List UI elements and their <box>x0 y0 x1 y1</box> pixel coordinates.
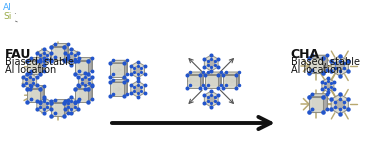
Polygon shape <box>205 75 218 88</box>
Polygon shape <box>55 43 68 56</box>
Polygon shape <box>325 81 331 89</box>
Text: CHA: CHA <box>291 48 320 61</box>
Polygon shape <box>79 58 92 71</box>
Polygon shape <box>218 72 221 88</box>
Polygon shape <box>37 97 51 113</box>
Polygon shape <box>131 62 144 78</box>
Polygon shape <box>51 47 64 60</box>
Polygon shape <box>64 99 68 116</box>
Polygon shape <box>40 53 47 61</box>
Polygon shape <box>79 86 92 99</box>
Polygon shape <box>75 58 92 60</box>
Polygon shape <box>324 55 327 73</box>
Polygon shape <box>51 43 68 47</box>
Text: Al location: Al location <box>5 65 56 75</box>
Polygon shape <box>110 80 127 82</box>
Polygon shape <box>110 82 124 96</box>
Polygon shape <box>190 72 203 85</box>
Polygon shape <box>65 49 78 65</box>
Text: Biased, stable: Biased, stable <box>5 57 74 67</box>
Polygon shape <box>208 59 215 67</box>
Polygon shape <box>88 86 92 101</box>
Polygon shape <box>27 58 44 60</box>
Text: Al location: Al location <box>291 65 342 75</box>
Polygon shape <box>51 103 64 116</box>
Polygon shape <box>308 55 327 58</box>
Polygon shape <box>313 55 327 70</box>
Polygon shape <box>27 86 44 88</box>
Polygon shape <box>68 53 75 61</box>
Polygon shape <box>335 99 344 109</box>
Polygon shape <box>335 61 344 71</box>
Polygon shape <box>124 80 127 96</box>
Polygon shape <box>64 43 68 60</box>
Polygon shape <box>308 94 327 97</box>
Polygon shape <box>110 63 124 77</box>
Polygon shape <box>308 58 324 73</box>
Polygon shape <box>27 60 40 73</box>
Polygon shape <box>235 72 239 88</box>
Polygon shape <box>324 94 327 112</box>
Text: FAU: FAU <box>5 48 31 61</box>
Polygon shape <box>223 75 235 88</box>
Polygon shape <box>88 58 92 73</box>
Polygon shape <box>26 77 33 85</box>
Polygon shape <box>75 60 88 73</box>
Polygon shape <box>223 72 239 75</box>
Polygon shape <box>51 99 68 103</box>
Polygon shape <box>308 97 324 112</box>
Polygon shape <box>40 101 47 109</box>
Polygon shape <box>124 60 127 77</box>
Polygon shape <box>187 72 203 75</box>
Polygon shape <box>313 94 327 109</box>
Polygon shape <box>187 75 200 88</box>
Polygon shape <box>40 58 44 73</box>
Polygon shape <box>75 86 92 88</box>
Polygon shape <box>134 85 141 93</box>
Polygon shape <box>23 73 37 89</box>
Polygon shape <box>322 78 334 92</box>
Polygon shape <box>27 88 40 101</box>
Polygon shape <box>208 72 221 85</box>
Polygon shape <box>204 55 218 71</box>
Polygon shape <box>113 60 127 74</box>
Polygon shape <box>331 94 349 114</box>
Polygon shape <box>204 91 218 107</box>
Polygon shape <box>110 60 127 63</box>
Polygon shape <box>200 72 203 88</box>
Polygon shape <box>65 97 78 113</box>
Polygon shape <box>55 99 68 112</box>
Polygon shape <box>40 86 44 101</box>
Text: Al: Al <box>3 3 12 12</box>
Polygon shape <box>82 77 89 85</box>
Polygon shape <box>331 56 349 76</box>
Polygon shape <box>68 101 75 109</box>
Text: Si: Si <box>3 12 11 21</box>
Polygon shape <box>31 58 44 71</box>
Polygon shape <box>113 80 127 93</box>
Polygon shape <box>75 88 88 101</box>
Polygon shape <box>205 72 221 75</box>
Polygon shape <box>131 81 144 97</box>
Polygon shape <box>208 95 215 103</box>
Polygon shape <box>31 86 44 99</box>
Polygon shape <box>134 66 141 74</box>
Polygon shape <box>78 73 92 89</box>
Text: Biased, stable: Biased, stable <box>291 57 359 67</box>
Polygon shape <box>37 49 51 65</box>
Polygon shape <box>226 72 239 85</box>
